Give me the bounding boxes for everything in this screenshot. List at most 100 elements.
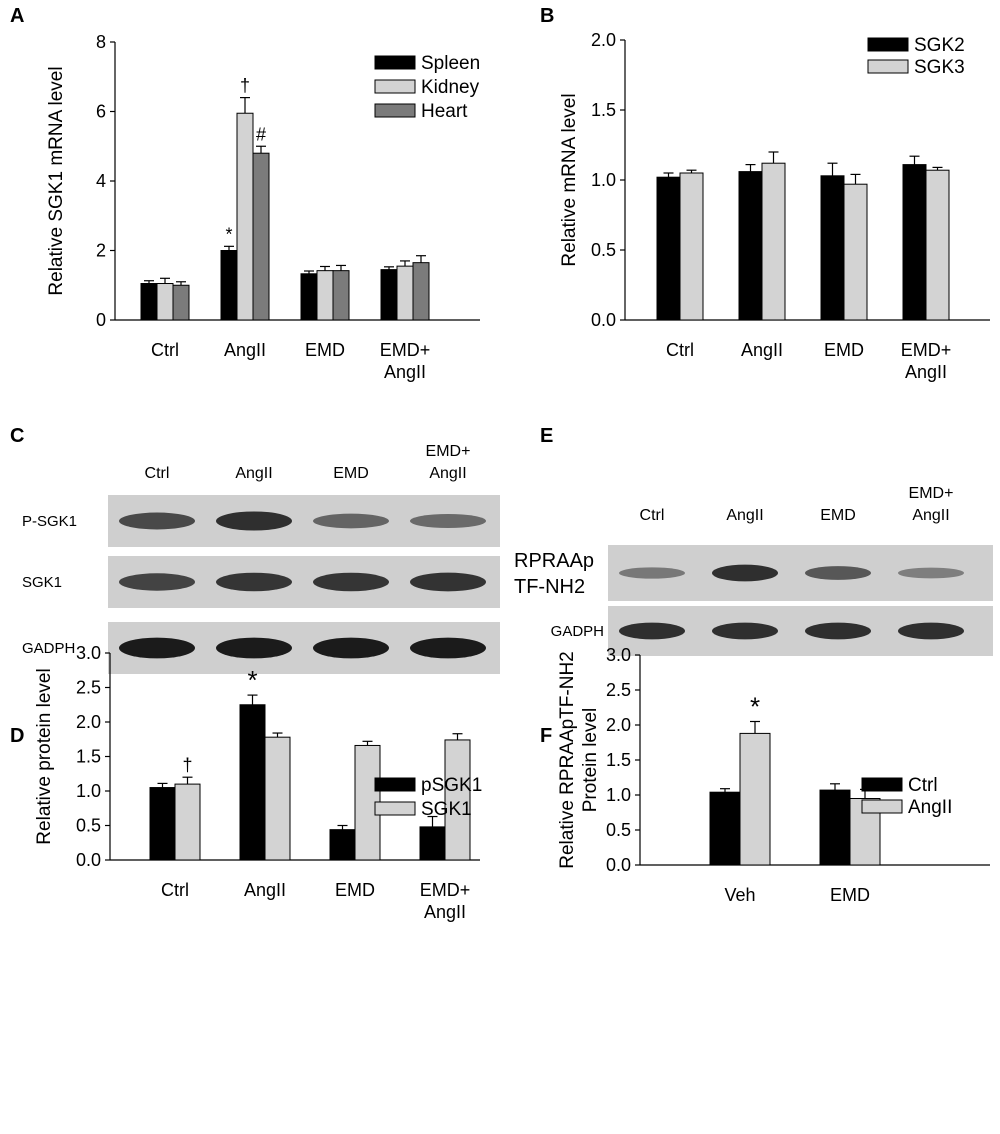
- panel-a-category-label: AngII: [224, 340, 266, 360]
- blot-e-row-label: GADPH: [551, 623, 604, 640]
- panel-d-legend-swatch: [374, 801, 416, 816]
- blot-e-band: [805, 566, 871, 580]
- panel-label-c: C: [10, 425, 24, 447]
- panel-a-y-axis-label: Relative SGK1 mRNA level: [46, 66, 67, 295]
- panel-d-bar: [174, 783, 201, 861]
- panel-f-y-tick-label: 0.5: [606, 820, 631, 840]
- panel-label-a: A: [10, 5, 24, 27]
- panel-b-y-tick-label: 1.0: [591, 170, 616, 190]
- panel-b-bar: [738, 171, 763, 321]
- panel-b-bar: [679, 172, 704, 321]
- blot-e-membrane-strip: [608, 545, 993, 601]
- panel-d-y-tick-label: 0.5: [76, 816, 101, 836]
- panel-a-bar: [236, 112, 254, 321]
- panel-a-bar: [140, 283, 158, 321]
- panel-d-y-tick-label: 2.5: [76, 678, 101, 698]
- blot-e-band: [898, 567, 964, 579]
- blot-c-band: [216, 572, 292, 592]
- blot-e-lane-label: EMD: [820, 507, 856, 524]
- panel-a-legend-label: Heart: [421, 101, 468, 122]
- panel-b-category-label: EMD: [824, 340, 864, 360]
- panel-d-legend-swatch: [374, 777, 416, 792]
- blot-c-band: [410, 572, 486, 592]
- panel-label-f: F: [540, 725, 552, 747]
- panel-d-bar: [444, 739, 471, 861]
- panel-a-legend-label: Spleen: [421, 53, 480, 74]
- blot-c-lane-label: EMD: [333, 465, 369, 482]
- blot-e-lane-label: Ctrl: [640, 507, 665, 524]
- panel-b-bar: [656, 176, 681, 321]
- chart-panel-d: 0.0 0.5 1.0 1.5 2.0 2.5 3.0 Relative protein le…: [34, 643, 482, 922]
- panel-d-category-label: EMD+ AngII: [420, 880, 471, 922]
- panel-b-y-tick-label: 0.0: [591, 310, 616, 330]
- panel-a-legend-label: Kidney: [421, 77, 480, 98]
- blot-c-lane-label: AngII: [235, 465, 272, 482]
- blot-c-band: [119, 512, 195, 530]
- panel-a-bar: [332, 270, 350, 321]
- panel-a-bar: [300, 273, 318, 321]
- blot-c-band: [313, 572, 389, 592]
- blot-c-lane-label: Ctrl: [145, 465, 170, 482]
- blot-panel-e: Ctrl AngII EMD EMD+ AngII RPRAAp TF-NH2 GADPH: [514, 485, 993, 656]
- panel-f-legend-swatch: [861, 777, 903, 792]
- blot-e-band: [712, 564, 778, 582]
- blot-e-band: [619, 622, 685, 640]
- panel-a-bar: [220, 250, 238, 321]
- panel-b-legend-swatch: [867, 59, 909, 74]
- panel-a-legend-swatch: [374, 55, 416, 70]
- panel-a-bar: [172, 284, 190, 321]
- panel-f-y-tick-label: 2.0: [606, 715, 631, 735]
- panel-a-bar: [396, 265, 414, 321]
- panel-b-bar: [902, 164, 927, 321]
- panel-b-y-axis-label: Relative mRNA level: [559, 93, 580, 266]
- panel-d-y-tick-label: 1.0: [76, 781, 101, 801]
- panel-b-category-label: AngII: [741, 340, 783, 360]
- panel-f-y-axis-label: Relative RPRAApTF-NH2 Protein level: [557, 651, 601, 869]
- blot-c-row-label: GADPH: [22, 640, 75, 657]
- panel-b-bar: [843, 183, 868, 321]
- blot-e-band: [898, 622, 964, 640]
- panel-a-category-label: EMD: [305, 340, 345, 360]
- panel-b-y-tick-label: 2.0: [591, 30, 616, 50]
- panel-a-y-tick-label: 8: [96, 32, 106, 52]
- panel-a-significance-mark: †: [240, 76, 250, 96]
- panel-label-d: D: [10, 725, 24, 747]
- panel-f-y-tick-label: 1.0: [606, 785, 631, 805]
- blot-c-band: [216, 637, 292, 659]
- panel-f-bar: [739, 732, 771, 866]
- panel-f-legend-label: AngII: [908, 797, 952, 818]
- blot-c-band: [119, 573, 195, 591]
- panel-a-y-tick-label: 4: [96, 171, 106, 191]
- panel-a-bar: [380, 269, 398, 321]
- panel-b-bar: [925, 169, 950, 321]
- panel-f-legend-swatch: [861, 799, 903, 814]
- blot-e-row-label: RPRAAp TF-NH2: [514, 550, 594, 598]
- blot-e-band: [712, 622, 778, 640]
- panel-d-category-label: EMD: [335, 880, 375, 900]
- panel-b-legend-swatch: [867, 37, 909, 52]
- panel-f-y-tick-label: 1.5: [606, 750, 631, 770]
- chart-panel-b: 0.0 0.5 1.0 1.5 2.0 Relative mRNA level Ctrl An…: [559, 30, 990, 382]
- panel-a-category-label: EMD+ AngII: [380, 340, 431, 382]
- panel-a-y-tick-label: 6: [96, 102, 106, 122]
- panel-f-category-label: Veh: [724, 885, 755, 905]
- blot-c-band: [410, 637, 486, 659]
- panel-d-legend-label: pSGK1: [421, 775, 482, 796]
- panel-d-y-axis-label: Relative protein level: [34, 668, 55, 844]
- panel-a-y-tick-label: 0: [96, 310, 106, 330]
- panel-a-y-tick-label: 2: [96, 241, 106, 261]
- panel-a-bar: [156, 283, 174, 321]
- panel-a-bar: [412, 262, 430, 321]
- panel-b-category-label: Ctrl: [666, 340, 694, 360]
- panel-b-legend-label: SGK2: [914, 35, 965, 56]
- panel-label-e: E: [540, 425, 553, 447]
- panel-d-y-tick-label: 3.0: [76, 643, 101, 663]
- panel-a-legend-swatch: [374, 79, 416, 94]
- blot-c-lane-label: EMD+ AngII: [426, 443, 471, 482]
- panel-b-legend-label: SGK3: [914, 57, 965, 78]
- panel-a-category-label: Ctrl: [151, 340, 179, 360]
- panel-d-y-tick-label: 2.0: [76, 712, 101, 732]
- panel-a-significance-mark: *: [225, 224, 232, 244]
- panel-f-legend-label: Ctrl: [908, 775, 938, 796]
